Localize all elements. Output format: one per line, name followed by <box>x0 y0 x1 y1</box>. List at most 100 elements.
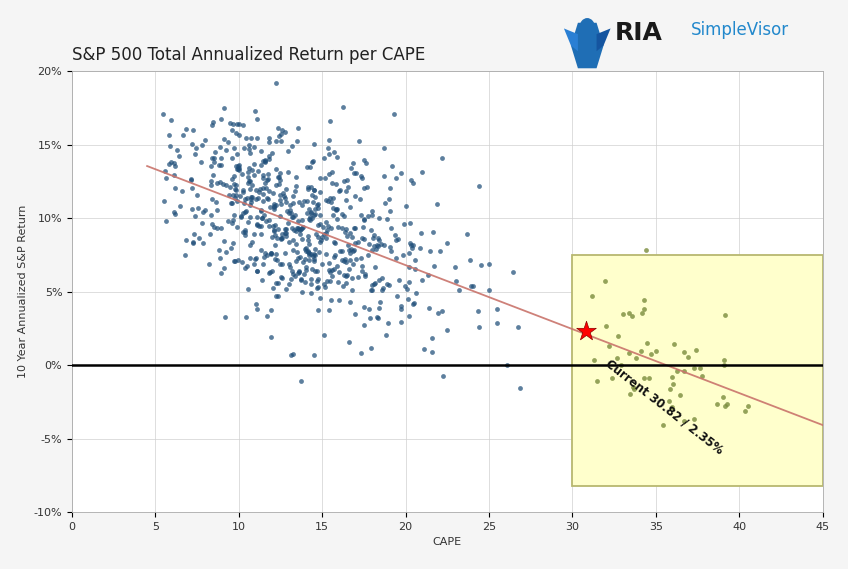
Point <box>341 175 354 184</box>
Point <box>694 364 707 373</box>
Point <box>278 194 292 203</box>
Point <box>226 153 239 162</box>
Point <box>295 234 309 243</box>
Point <box>346 259 360 269</box>
Point <box>298 247 312 256</box>
Point <box>279 284 293 294</box>
Point <box>172 151 186 160</box>
Point <box>187 125 200 134</box>
Point <box>296 257 310 266</box>
Point <box>242 176 255 185</box>
Point <box>338 255 351 264</box>
Point <box>314 294 327 303</box>
Polygon shape <box>571 23 604 68</box>
Point <box>426 333 439 343</box>
Point <box>245 237 259 246</box>
Point <box>357 222 371 231</box>
Point <box>389 174 403 183</box>
Point <box>220 248 233 257</box>
Point <box>234 191 248 200</box>
Point <box>275 233 288 242</box>
Point <box>321 197 335 206</box>
Point <box>248 159 261 168</box>
Point <box>205 195 219 204</box>
Point <box>339 196 353 205</box>
Point <box>258 155 271 164</box>
Point <box>259 183 273 192</box>
Point <box>308 245 321 254</box>
Point <box>377 172 391 181</box>
Point <box>288 187 302 196</box>
Point <box>343 337 356 347</box>
Point <box>262 221 276 230</box>
Point <box>357 215 371 224</box>
Point <box>678 366 691 376</box>
Point <box>229 161 243 170</box>
Point <box>214 253 227 262</box>
Point <box>251 134 265 143</box>
Polygon shape <box>564 28 578 51</box>
Point <box>281 167 294 176</box>
Point <box>271 233 284 242</box>
Point <box>204 162 218 171</box>
Point <box>337 176 350 185</box>
Point <box>261 174 275 183</box>
Point <box>404 240 417 249</box>
Point <box>598 277 611 286</box>
Point <box>275 234 288 243</box>
Point <box>243 240 256 249</box>
Point <box>313 188 326 197</box>
Point <box>285 274 298 283</box>
Point <box>185 139 198 149</box>
Point <box>316 222 330 231</box>
Point <box>288 271 302 280</box>
Point <box>304 249 318 258</box>
Point <box>327 147 341 156</box>
Point <box>226 175 239 184</box>
Point <box>491 304 505 314</box>
Point <box>283 262 297 271</box>
Point <box>437 372 450 381</box>
Point <box>689 346 703 355</box>
Point <box>287 349 300 358</box>
Point <box>331 215 344 224</box>
Point <box>386 162 399 171</box>
Point <box>313 219 326 228</box>
Point <box>253 221 266 230</box>
Point <box>365 225 378 234</box>
Point <box>319 228 332 237</box>
Point <box>311 233 325 242</box>
Point <box>303 250 316 259</box>
Point <box>364 286 377 295</box>
Point <box>287 225 300 234</box>
Point <box>400 284 414 294</box>
Point <box>304 183 318 192</box>
Point <box>343 203 356 212</box>
Point <box>212 246 226 255</box>
Point <box>303 214 316 223</box>
Point <box>343 249 356 258</box>
Point <box>435 306 449 315</box>
Point <box>348 245 361 254</box>
Point <box>320 195 333 204</box>
Point <box>361 211 375 220</box>
Point <box>339 258 353 267</box>
Point <box>299 244 313 253</box>
Point <box>198 205 211 214</box>
Point <box>214 161 227 170</box>
Point <box>224 199 237 208</box>
Point <box>289 226 303 236</box>
Point <box>248 255 262 264</box>
Point <box>363 304 377 313</box>
Point <box>289 239 303 248</box>
Point <box>253 187 266 196</box>
Point <box>310 283 323 292</box>
Point <box>307 257 321 266</box>
Point <box>388 254 402 263</box>
Point <box>293 229 306 238</box>
Point <box>644 349 658 358</box>
Point <box>159 173 172 182</box>
Point <box>226 143 240 152</box>
Point <box>326 193 339 203</box>
Point <box>292 254 305 263</box>
